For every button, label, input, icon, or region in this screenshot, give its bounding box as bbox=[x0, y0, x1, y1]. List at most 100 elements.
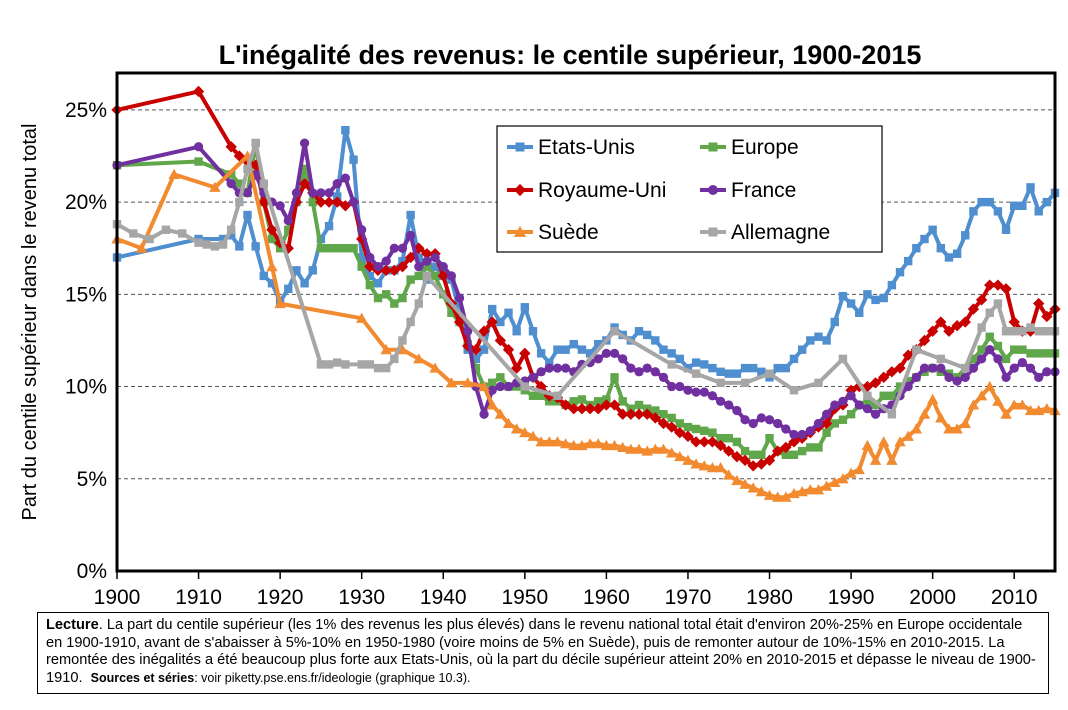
data-point bbox=[853, 463, 865, 475]
data-point bbox=[568, 403, 580, 415]
data-point bbox=[708, 363, 717, 373]
data-point bbox=[902, 430, 914, 441]
data-point bbox=[960, 372, 970, 382]
data-point bbox=[577, 395, 587, 404]
data-point bbox=[356, 312, 368, 323]
y-tick-label: 20% bbox=[65, 191, 107, 214]
data-point bbox=[665, 421, 678, 433]
data-point bbox=[569, 339, 578, 349]
data-point bbox=[494, 334, 507, 347]
data-point bbox=[519, 347, 531, 360]
data-point bbox=[544, 363, 554, 373]
data-point bbox=[1026, 349, 1035, 358]
data-point bbox=[373, 293, 383, 303]
data-point bbox=[918, 408, 931, 419]
data-point bbox=[536, 349, 546, 358]
data-point bbox=[291, 188, 302, 198]
data-point bbox=[952, 249, 962, 258]
data-point bbox=[863, 391, 872, 400]
data-point bbox=[658, 372, 669, 382]
data-point bbox=[1001, 372, 1011, 382]
data-point bbox=[438, 262, 448, 272]
data-point bbox=[308, 197, 317, 207]
data-point bbox=[837, 473, 849, 484]
data-point bbox=[731, 474, 743, 486]
data-point bbox=[488, 378, 497, 388]
data-point bbox=[479, 345, 489, 354]
sources-lead: Sources et séries bbox=[90, 670, 195, 685]
data-point bbox=[977, 323, 986, 332]
data-point bbox=[977, 197, 986, 207]
data-point bbox=[675, 419, 684, 428]
data-point bbox=[194, 157, 203, 166]
data-point bbox=[985, 308, 994, 317]
data-point bbox=[674, 426, 686, 439]
data-point bbox=[708, 227, 718, 237]
data-point bbox=[993, 207, 1003, 216]
data-point bbox=[740, 415, 750, 425]
data-point bbox=[959, 316, 971, 328]
data-point bbox=[918, 334, 931, 347]
data-point bbox=[178, 229, 187, 238]
data-point bbox=[471, 363, 481, 373]
legend-label: France bbox=[731, 179, 796, 202]
data-point bbox=[796, 486, 808, 497]
data-point bbox=[520, 382, 530, 391]
data-point bbox=[667, 349, 676, 358]
data-point bbox=[495, 381, 505, 392]
data-point bbox=[414, 253, 423, 262]
data-point bbox=[275, 201, 285, 211]
chart: L'inégalité des revenus: le centile supé… bbox=[19, 40, 1061, 609]
data-point bbox=[846, 410, 856, 419]
data-point bbox=[503, 381, 514, 392]
data-point bbox=[812, 484, 825, 495]
data-point bbox=[1000, 283, 1012, 295]
data-point bbox=[218, 234, 228, 244]
data-point bbox=[967, 303, 980, 315]
y-axis-label: Part du centile supérieur dans le revenu… bbox=[19, 124, 41, 521]
data-point bbox=[912, 345, 921, 354]
data-point bbox=[513, 183, 527, 197]
legend-label: Allemagne bbox=[731, 221, 830, 244]
data-point bbox=[610, 373, 619, 382]
data-point bbox=[422, 262, 432, 271]
data-point bbox=[593, 354, 603, 364]
data-point bbox=[861, 439, 874, 451]
data-point bbox=[764, 415, 775, 425]
data-point bbox=[315, 196, 327, 208]
data-point bbox=[145, 234, 154, 244]
data-point bbox=[553, 345, 562, 354]
x-tick-label: 1910 bbox=[175, 586, 222, 609]
sources-text: : voir piketty.pse.ens.fr/ideologie (gra… bbox=[194, 670, 471, 685]
data-point bbox=[559, 399, 572, 411]
data-point bbox=[780, 491, 792, 502]
data-point bbox=[740, 446, 750, 456]
data-point bbox=[763, 454, 776, 467]
data-point bbox=[462, 377, 474, 388]
data-point bbox=[414, 271, 423, 281]
data-point bbox=[797, 446, 807, 456]
data-point bbox=[510, 423, 523, 434]
data-point bbox=[714, 462, 727, 473]
data-point bbox=[724, 434, 733, 443]
data-point bbox=[870, 409, 881, 419]
data-point bbox=[871, 400, 880, 410]
data-point bbox=[551, 436, 564, 447]
data-point bbox=[553, 391, 562, 400]
legend-item: Europe bbox=[700, 136, 799, 159]
data-point bbox=[381, 290, 391, 299]
data-point bbox=[396, 260, 409, 273]
data-point bbox=[251, 242, 260, 251]
data-point bbox=[390, 299, 399, 308]
data-point bbox=[1018, 327, 1027, 336]
data-point bbox=[740, 378, 750, 388]
data-point bbox=[1041, 403, 1053, 414]
data-point bbox=[706, 462, 719, 473]
data-point bbox=[879, 391, 888, 400]
data-point bbox=[454, 293, 465, 303]
data-point bbox=[723, 445, 735, 457]
data-point bbox=[398, 293, 407, 303]
data-point bbox=[1042, 367, 1052, 377]
data-point bbox=[820, 417, 833, 430]
data-point bbox=[267, 279, 277, 288]
